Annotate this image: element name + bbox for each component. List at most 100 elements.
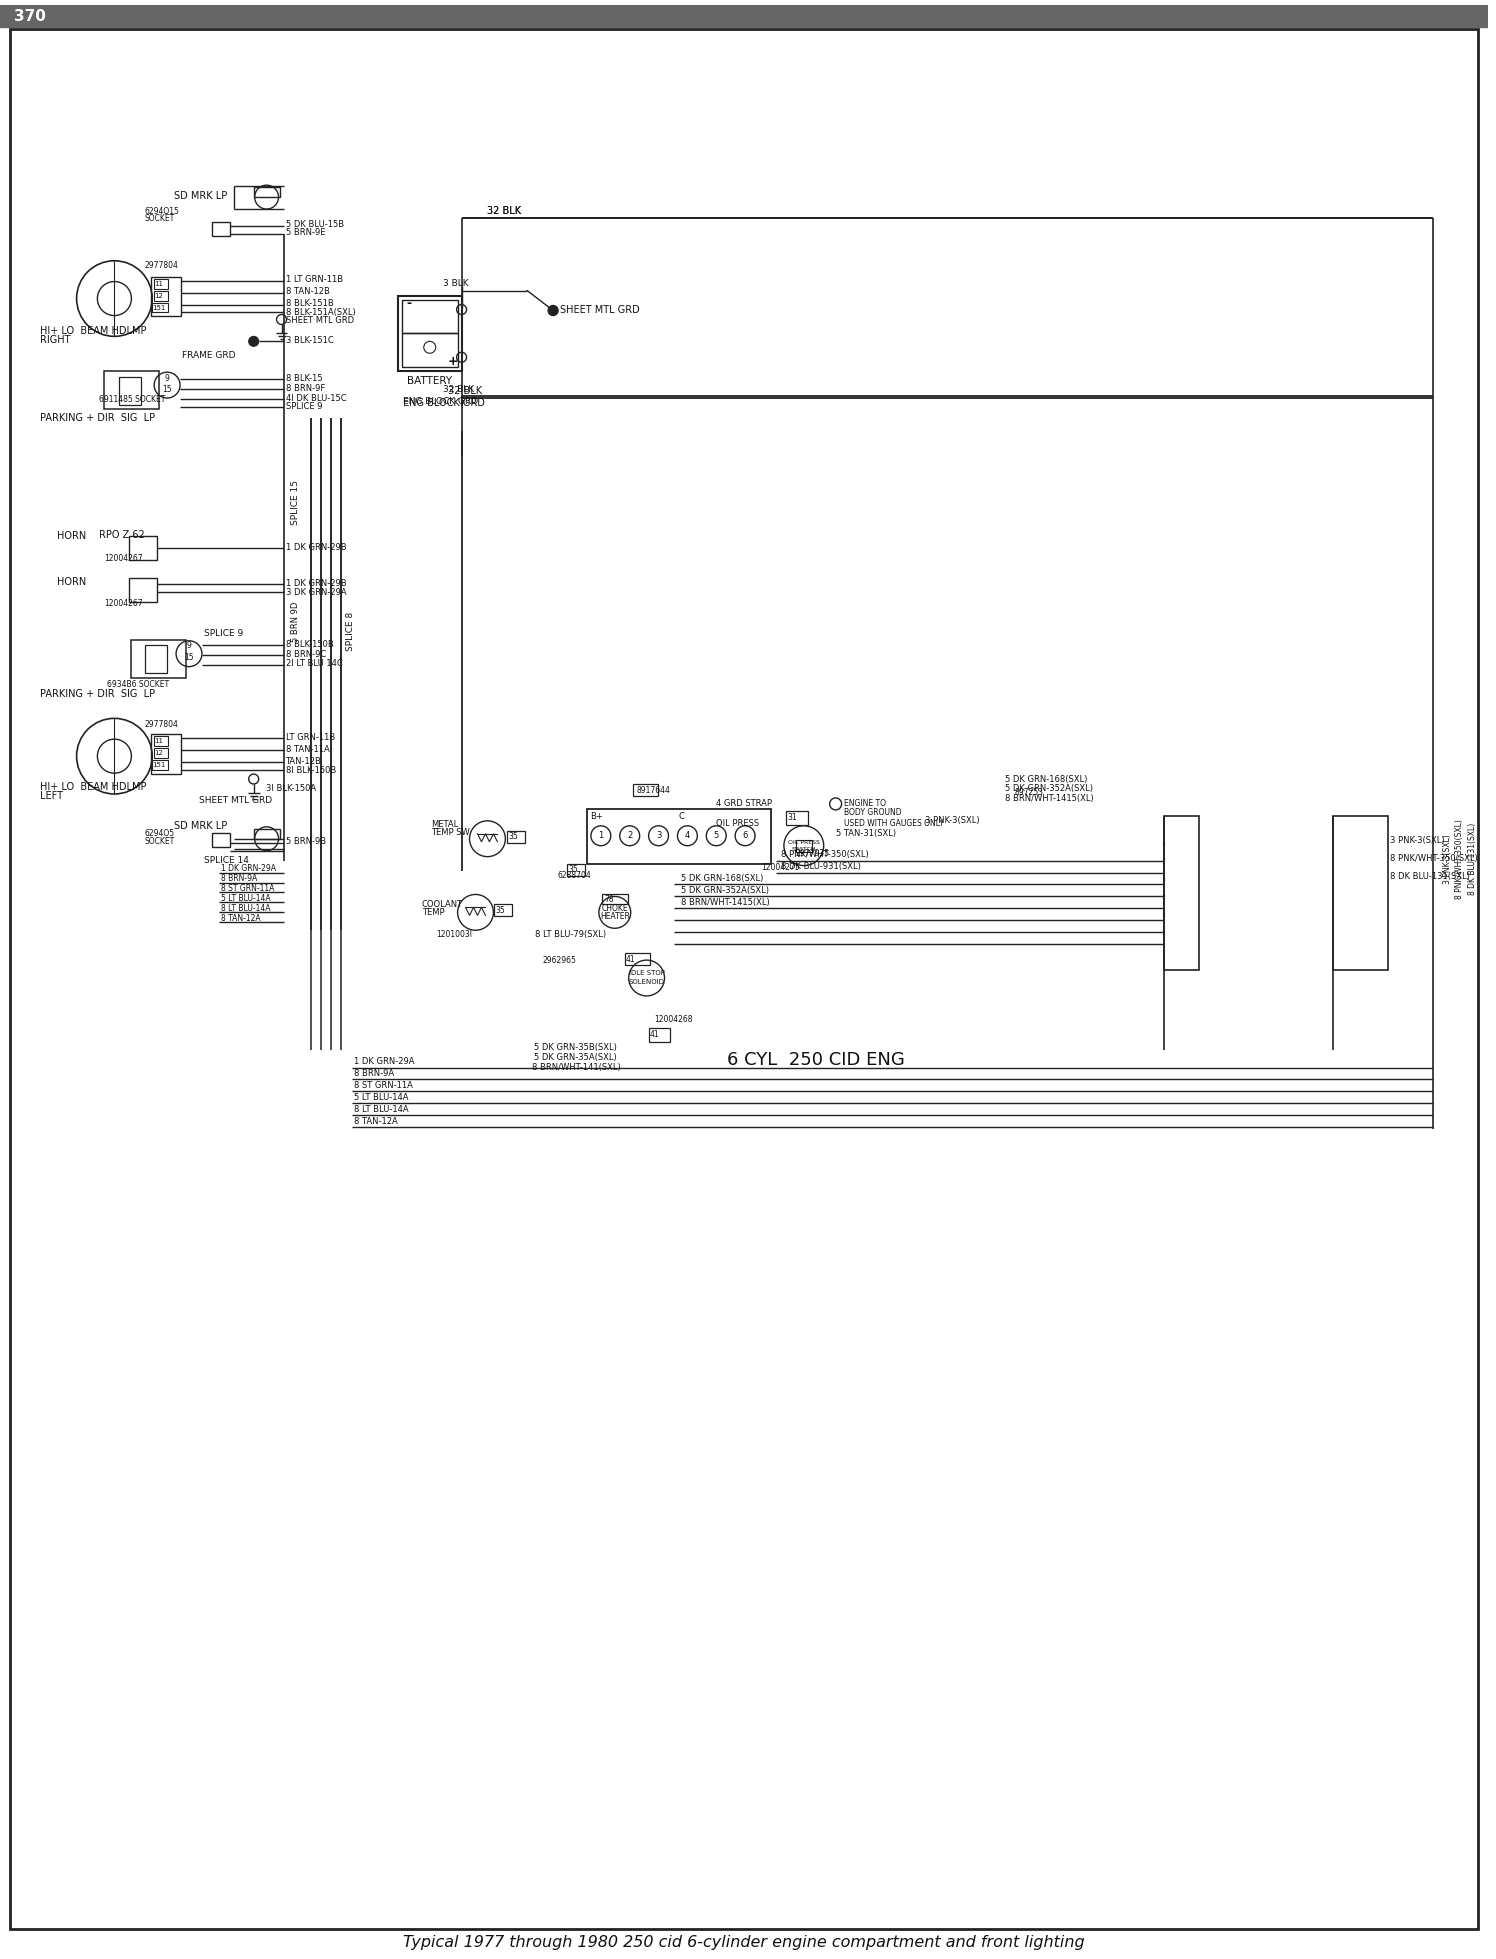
Text: 8 BRN/WHT-1415(XL): 8 BRN/WHT-1415(XL) — [682, 897, 770, 907]
Bar — [153, 302, 168, 313]
Text: 8 DK BLU-131(SXL): 8 DK BLU-131(SXL) — [1390, 872, 1469, 882]
Text: 8 LT BLU-14A: 8 LT BLU-14A — [355, 1105, 408, 1115]
Text: 2977935: 2977935 — [796, 848, 830, 858]
Bar — [398, 296, 462, 370]
Text: ENGINE TO: ENGINE TO — [844, 799, 886, 809]
Text: RIGHT: RIGHT — [40, 335, 70, 345]
Text: 151: 151 — [153, 762, 166, 768]
Text: 78: 78 — [604, 895, 613, 903]
Text: 3 BLK: 3 BLK — [443, 278, 468, 288]
Text: 2I LT BLU 14C: 2I LT BLU 14C — [286, 658, 343, 668]
Text: 3 PNK-3(SXL): 3 PNK-3(SXL) — [1444, 835, 1453, 884]
Bar — [154, 290, 168, 300]
Text: BATTERY: BATTERY — [407, 376, 452, 386]
Text: 6: 6 — [742, 831, 748, 840]
Bar — [212, 833, 230, 846]
Text: CHOKE: CHOKE — [601, 903, 628, 913]
Text: 32 BLK: 32 BLK — [488, 206, 522, 215]
Text: 2: 2 — [627, 831, 633, 840]
Text: 8 DK BLU-931(SXL): 8 DK BLU-931(SXL) — [781, 862, 860, 872]
Text: SD MRK LP: SD MRK LP — [174, 821, 227, 831]
Text: 8 ST GRN-11A: 8 ST GRN-11A — [221, 884, 274, 893]
Text: 1201003I: 1201003I — [435, 931, 471, 938]
Text: SHEET MTL GRD: SHEET MTL GRD — [199, 797, 272, 805]
Text: 5 DK GRN-352A(SXL): 5 DK GRN-352A(SXL) — [1005, 784, 1092, 793]
Text: 2977804: 2977804 — [144, 261, 178, 270]
Text: HORN: HORN — [57, 531, 85, 541]
Bar — [254, 188, 280, 198]
Text: 12004267: 12004267 — [105, 554, 144, 562]
Text: LEFT: LEFT — [40, 791, 63, 801]
Text: 8 PNK/WHT-350(SXL): 8 PNK/WHT-350(SXL) — [781, 850, 869, 860]
Bar — [785, 811, 808, 825]
Text: SPLICE 15: SPLICE 15 — [290, 480, 301, 525]
Text: 8 BRN-9A: 8 BRN-9A — [221, 874, 257, 884]
Text: 31: 31 — [788, 813, 797, 823]
Text: SHEET MTL GRD: SHEET MTL GRD — [560, 304, 640, 315]
Text: ENG BLOCK GRD: ENG BLOCK GRD — [402, 398, 485, 407]
Text: 370: 370 — [13, 8, 46, 24]
Text: OIL PRESS: OIL PRESS — [717, 819, 760, 829]
Text: 5 DK GRN-35B(SXL): 5 DK GRN-35B(SXL) — [534, 1042, 616, 1052]
Bar — [601, 895, 628, 905]
Text: 2962965: 2962965 — [542, 956, 576, 964]
Text: SOCKET: SOCKET — [144, 836, 175, 846]
Text: 12004268: 12004268 — [655, 1015, 693, 1025]
Text: 5 BRN-9B: 5 BRN-9B — [286, 836, 326, 846]
Bar — [145, 645, 168, 672]
Text: 3: 3 — [655, 831, 661, 840]
Text: HI+ LO  BEAM HDLMP: HI+ LO BEAM HDLMP — [40, 327, 147, 337]
Bar — [625, 954, 649, 966]
Text: 12004267: 12004267 — [105, 599, 144, 609]
Text: 5 BRN-9E: 5 BRN-9E — [286, 229, 325, 237]
Text: 8 TAN-12A: 8 TAN-12A — [355, 1117, 398, 1126]
Text: ENG BLOCK GRD: ENG BLOCK GRD — [402, 396, 479, 406]
Bar — [796, 840, 812, 852]
Text: 3 BLK-151C: 3 BLK-151C — [286, 335, 334, 345]
Bar — [151, 276, 181, 317]
Text: 8 BRN-9F: 8 BRN-9F — [286, 384, 325, 392]
Text: 1 DK GRN-29A: 1 DK GRN-29A — [355, 1058, 414, 1066]
Text: 8 BRN-9C: 8 BRN-9C — [286, 650, 326, 658]
Text: 11: 11 — [154, 280, 163, 286]
Text: 9: 9 — [187, 641, 191, 650]
Text: SOLENOID: SOLENOID — [628, 980, 664, 985]
Bar — [567, 864, 585, 876]
Text: 3 PNK-3(SXL): 3 PNK-3(SXL) — [1390, 836, 1444, 844]
Text: PARKING + DIR  SIG  LP: PARKING + DIR SIG LP — [40, 413, 156, 423]
Bar — [1333, 815, 1388, 970]
Text: 4: 4 — [685, 831, 690, 840]
Text: RPO Z 62: RPO Z 62 — [99, 531, 145, 541]
Text: HORN: HORN — [57, 578, 85, 588]
Text: SHEET MTL GRD: SHEET MTL GRD — [286, 315, 353, 325]
Bar — [105, 370, 159, 409]
Text: SD MRK LP: SD MRK LP — [174, 192, 227, 202]
Text: 8 ST GRN-11A: 8 ST GRN-11A — [355, 1081, 413, 1089]
Bar — [129, 578, 157, 601]
Bar — [254, 829, 280, 838]
Text: 4I DK BLU-15C: 4I DK BLU-15C — [286, 394, 346, 402]
Text: USED WITH GAUGES ONLY: USED WITH GAUGES ONLY — [844, 819, 942, 829]
Text: 12004275: 12004275 — [761, 864, 800, 872]
Text: 5 BRN 9D: 5 BRN 9D — [290, 601, 301, 643]
Bar — [494, 905, 512, 917]
Text: 5 LT BLU-14A: 5 LT BLU-14A — [221, 893, 271, 903]
Text: 3 PNK-3(SXL): 3 PNK-3(SXL) — [925, 817, 980, 825]
Text: 8 BLK-150B: 8 BLK-150B — [286, 641, 334, 648]
Text: 8I BLK-150B: 8I BLK-150B — [286, 766, 335, 774]
Text: 32 BLK: 32 BLK — [447, 386, 482, 396]
Text: 8 PNK/WHT-350(SXL): 8 PNK/WHT-350(SXL) — [1456, 819, 1465, 899]
Text: 8 TAN-12A: 8 TAN-12A — [221, 913, 260, 923]
Text: 1 LT GRN-11B: 1 LT GRN-11B — [286, 274, 343, 284]
Text: TAN-12B: TAN-12B — [286, 756, 322, 766]
Text: HI+ LO  BEAM HDLMP: HI+ LO BEAM HDLMP — [40, 782, 147, 791]
Text: SPLICE 14: SPLICE 14 — [203, 856, 248, 866]
Text: OIL PRESS: OIL PRESS — [788, 840, 820, 844]
Text: 35: 35 — [495, 905, 506, 915]
Text: 9: 9 — [165, 374, 169, 382]
Text: 5 DK GRN-352A(SXL): 5 DK GRN-352A(SXL) — [682, 885, 769, 895]
Text: 151: 151 — [153, 304, 166, 311]
Text: 6 CYL  250 CID ENG: 6 CYL 250 CID ENG — [727, 1050, 905, 1068]
Text: 897253: 897253 — [1014, 788, 1044, 797]
Text: 5 DK BLU-15B: 5 DK BLU-15B — [286, 221, 344, 229]
